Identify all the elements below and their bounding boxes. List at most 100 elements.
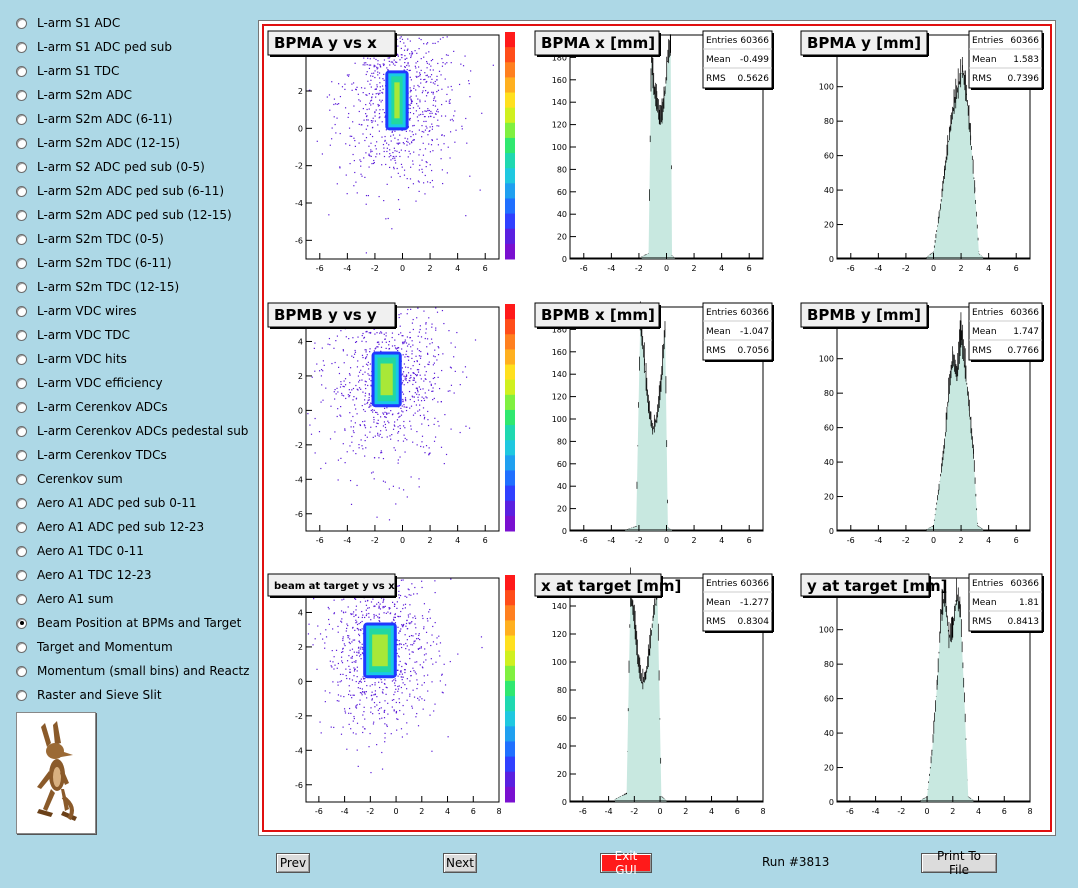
scatter-point (386, 413, 388, 415)
radio-unchecked-icon[interactable] (16, 473, 27, 485)
scatter-point (399, 134, 401, 136)
radio-checked-icon[interactable] (16, 617, 27, 629)
radio-item[interactable]: L-arm Cerenkov ADCs pedestal sub (16, 422, 248, 440)
x-tick-label: 2 (683, 807, 688, 816)
scatter-point (324, 642, 326, 644)
radio-label: L-arm S2m ADC ped sub (12-15) (37, 208, 232, 222)
radio-unchecked-icon[interactable] (16, 641, 27, 653)
print-to-file-button[interactable]: Print To File (921, 849, 997, 877)
scatter-point (325, 462, 327, 464)
radio-unchecked-icon[interactable] (16, 545, 27, 557)
radio-unchecked-icon[interactable] (16, 449, 27, 461)
radio-item[interactable]: L-arm S2m TDC (0-5) (16, 230, 164, 248)
scatter-point (400, 643, 402, 645)
radio-unchecked-icon[interactable] (16, 329, 27, 341)
radio-item[interactable]: L-arm S1 TDC (16, 62, 119, 80)
radio-item[interactable]: Momentum (small bins) and Reactz (16, 662, 249, 680)
radio-unchecked-icon[interactable] (16, 497, 27, 509)
radio-unchecked-icon[interactable] (16, 41, 27, 53)
scatter-point (370, 405, 372, 407)
radio-unchecked-icon[interactable] (16, 17, 27, 29)
radio-item[interactable]: Beam Position at BPMs and Target (16, 614, 241, 632)
radio-item[interactable]: L-arm S2 ADC ped sub (0-5) (16, 158, 205, 176)
radio-item[interactable]: Aero A1 sum (16, 590, 113, 608)
radio-item[interactable]: Aero A1 ADC ped sub 0-11 (16, 494, 196, 512)
scatter-point (396, 61, 398, 63)
radio-unchecked-icon[interactable] (16, 425, 27, 437)
scatter-point (362, 726, 364, 728)
radio-item[interactable]: L-arm S1 ADC (16, 14, 120, 32)
scatter-point (384, 135, 386, 138)
scatter-point (320, 375, 322, 377)
scatter-point (406, 144, 408, 146)
radio-item[interactable]: L-arm VDC efficiency (16, 374, 163, 392)
radio-unchecked-icon[interactable] (16, 65, 27, 77)
radio-item[interactable]: Cerenkov sum (16, 470, 123, 488)
radio-item[interactable]: Aero A1 TDC 0-11 (16, 542, 144, 560)
radio-item[interactable]: L-arm S1 ADC ped sub (16, 38, 172, 56)
radio-item[interactable]: L-arm Cerenkov TDCs (16, 446, 167, 464)
radio-item[interactable]: Raster and Sieve Slit (16, 686, 162, 704)
radio-item[interactable]: Target and Momentum (16, 638, 173, 656)
radio-unchecked-icon[interactable] (16, 161, 27, 173)
radio-unchecked-icon[interactable] (16, 89, 27, 101)
scatter-point (349, 690, 351, 692)
prev-button[interactable]: Prev (276, 853, 310, 873)
radio-unchecked-icon[interactable] (16, 665, 27, 677)
radio-unchecked-icon[interactable] (16, 593, 27, 605)
scatter-point (440, 400, 442, 403)
scatter-point (388, 488, 390, 490)
scatter-point (378, 117, 380, 119)
radio-item[interactable]: L-arm Cerenkov ADCs (16, 398, 168, 416)
scatter-point (388, 607, 390, 609)
radio-unchecked-icon[interactable] (16, 377, 27, 389)
scatter-point (366, 354, 368, 356)
scatter-point (314, 342, 316, 344)
radio-unchecked-icon[interactable] (16, 401, 27, 413)
radio-unchecked-icon[interactable] (16, 689, 27, 701)
x-tick-label: -6 (580, 536, 588, 545)
scatter-point (339, 681, 341, 683)
radio-item[interactable]: Aero A1 ADC ped sub 12-23 (16, 518, 204, 536)
radio-item[interactable]: L-arm VDC hits (16, 350, 127, 368)
radio-item[interactable]: L-arm VDC TDC (16, 326, 130, 344)
radio-unchecked-icon[interactable] (16, 305, 27, 317)
radio-unchecked-icon[interactable] (16, 137, 27, 149)
scatter-point (361, 610, 363, 613)
scatter-point (382, 78, 384, 80)
radio-item[interactable]: L-arm S2m ADC ped sub (12-15) (16, 206, 232, 224)
scatter-point (434, 105, 437, 107)
radio-unchecked-icon[interactable] (16, 185, 27, 197)
stats-key: Mean (972, 55, 997, 65)
scatter-point (403, 375, 405, 377)
radio-item[interactable]: L-arm S2m ADC (12-15) (16, 134, 180, 152)
radio-unchecked-icon[interactable] (16, 353, 27, 365)
radio-unchecked-icon[interactable] (16, 257, 27, 269)
scatter-point (371, 699, 373, 701)
scatter-point (344, 712, 347, 714)
radio-unchecked-icon[interactable] (16, 521, 27, 533)
radio-unchecked-icon[interactable] (16, 281, 27, 293)
radio-item[interactable]: Aero A1 TDC 12-23 (16, 566, 152, 584)
radio-item[interactable]: L-arm S2m TDC (12-15) (16, 278, 179, 296)
radio-unchecked-icon[interactable] (16, 113, 27, 125)
radio-unchecked-icon[interactable] (16, 209, 27, 221)
radio-item[interactable]: L-arm S2m ADC (16, 86, 132, 104)
scatter-point (398, 616, 400, 618)
radio-item[interactable]: L-arm S2m TDC (6-11) (16, 254, 172, 272)
scatter-point (373, 694, 375, 696)
radio-label: L-arm S2m ADC ped sub (6-11) (37, 184, 225, 198)
radio-item[interactable]: L-arm S2m ADC (6-11) (16, 110, 172, 128)
scatter-point (423, 414, 425, 416)
radio-unchecked-icon[interactable] (16, 569, 27, 581)
exit-gui-button[interactable]: Exit GUI (600, 849, 652, 877)
scatter-point (335, 132, 337, 134)
radio-item[interactable]: L-arm VDC wires (16, 302, 136, 320)
scatter-point (456, 331, 458, 334)
scatter-point (382, 480, 385, 482)
scatter-point (436, 125, 438, 127)
radio-item[interactable]: L-arm S2m ADC ped sub (6-11) (16, 182, 224, 200)
radio-unchecked-icon[interactable] (16, 233, 27, 245)
scatter-point (441, 58, 443, 60)
next-button[interactable]: Next (443, 853, 477, 873)
